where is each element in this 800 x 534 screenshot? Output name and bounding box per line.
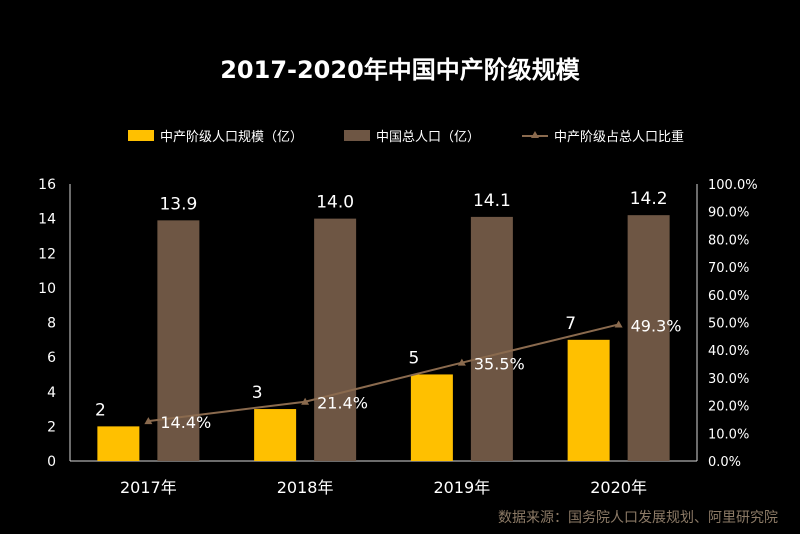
legend-item-population: 中国总人口（亿） [344, 126, 480, 145]
bar-population [314, 218, 357, 461]
left-tick-label: 8 [47, 316, 56, 332]
left-tick-label: 16 [38, 177, 56, 193]
bar-population [470, 216, 513, 461]
legend-swatch-middle-class [128, 130, 154, 141]
legend-swatch-ratio [522, 130, 548, 141]
legend-item-middle-class: 中产阶级人口规模（亿） [128, 126, 303, 145]
bar-middle-class [410, 374, 453, 461]
right-tick-label: 70.0% [708, 261, 749, 276]
left-tick-label: 6 [47, 350, 56, 366]
x-tick-label: 2019年 [434, 478, 491, 497]
right-tick-label: 90.0% [708, 206, 749, 221]
data-label-middle-class: 7 [565, 314, 576, 334]
data-label-ratio: 14.4% [160, 413, 211, 432]
right-tick-label: 30.0% [708, 372, 749, 387]
ratio-marker [144, 417, 153, 425]
data-label-middle-class: 3 [252, 383, 263, 403]
bar-population [627, 215, 670, 461]
legend-swatch-population [344, 130, 370, 141]
legend-label-population: 中国总人口（亿） [376, 130, 481, 145]
legend-item-ratio: 中产阶级占总人口比重 [522, 126, 684, 145]
right-tick-label: 40.0% [708, 344, 749, 359]
ratio-line [148, 323, 619, 423]
data-label-ratio: 49.3% [631, 316, 682, 335]
data-label-middle-class: 2 [95, 400, 106, 420]
data-label-population: 14.1 [473, 191, 511, 211]
right-tick-label: 20.0% [708, 400, 749, 415]
left-tick-label: 4 [47, 385, 56, 401]
data-label-population: 13.9 [159, 194, 197, 214]
legend-label-middle-class: 中产阶级人口规模（亿） [160, 130, 304, 145]
left-tick-label: 10 [38, 281, 56, 297]
data-label-population: 14.0 [316, 193, 354, 213]
data-label-ratio: 35.5% [474, 355, 525, 374]
data-label-population: 14.2 [630, 189, 668, 209]
right-tick-label: 0.0% [708, 455, 741, 470]
data-label-ratio: 21.4% [317, 394, 368, 413]
left-tick-label: 2 [47, 419, 56, 435]
chart-title: 2017-2020年中国中产阶级规模 [220, 56, 580, 84]
x-tick-label: 2017年 [120, 478, 177, 497]
left-tick-label: 12 [38, 246, 56, 262]
right-tick-label: 10.0% [708, 427, 749, 442]
right-tick-label: 60.0% [708, 289, 749, 304]
x-tick-label: 2020年 [590, 478, 647, 497]
right-tick-label: 100.0% [708, 178, 758, 193]
ratio-marker [457, 358, 466, 366]
ratio-marker [614, 320, 623, 328]
right-tick-label: 80.0% [708, 233, 749, 248]
source-note: 数据来源：国务院人口发展规划、阿里研究院 [498, 510, 778, 526]
legend-label-ratio: 中产阶级占总人口比重 [554, 130, 685, 145]
left-tick-label: 0 [47, 454, 56, 470]
bar-middle-class [567, 339, 610, 461]
bar-population [157, 220, 200, 461]
x-tick-label: 2018年 [277, 478, 334, 497]
right-tick-label: 50.0% [708, 317, 749, 332]
legend: 中产阶级人口规模（亿） 中国总人口（亿） 中产阶级占总人口比重 [0, 126, 800, 146]
bar-middle-class [97, 426, 140, 461]
bar-middle-class [254, 409, 297, 461]
ratio-marker [301, 397, 310, 405]
data-label-middle-class: 5 [408, 348, 419, 368]
left-tick-label: 14 [38, 212, 56, 228]
